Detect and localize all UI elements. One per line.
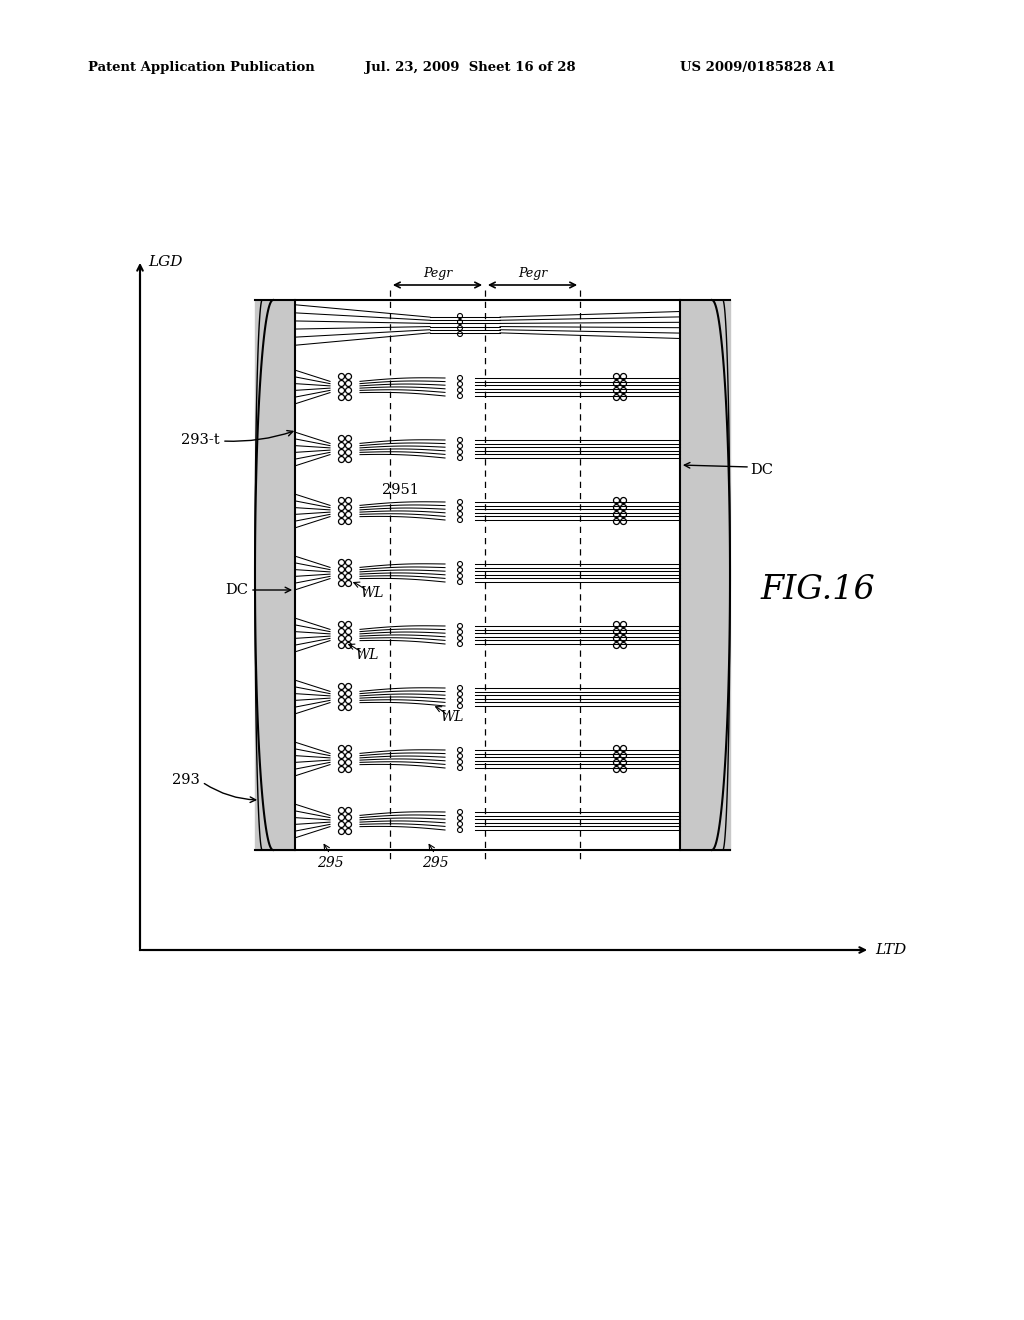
- Text: Pegr: Pegr: [518, 267, 547, 280]
- Text: 2951: 2951: [382, 483, 419, 498]
- Text: WL: WL: [360, 586, 384, 601]
- Text: DC: DC: [750, 463, 773, 477]
- Text: 293-t: 293-t: [181, 433, 220, 447]
- Text: 295: 295: [422, 855, 449, 870]
- Text: WL: WL: [440, 710, 464, 723]
- Text: LGD: LGD: [148, 255, 182, 269]
- Text: LTD: LTD: [874, 942, 906, 957]
- Text: 293: 293: [172, 774, 200, 787]
- Text: WL: WL: [355, 648, 379, 663]
- Text: Jul. 23, 2009  Sheet 16 of 28: Jul. 23, 2009 Sheet 16 of 28: [365, 62, 575, 74]
- Bar: [295, 300, 680, 850]
- Text: FIG.16: FIG.16: [760, 574, 874, 606]
- Text: 295: 295: [316, 855, 343, 870]
- Text: Pegr: Pegr: [423, 267, 453, 280]
- Text: US 2009/0185828 A1: US 2009/0185828 A1: [680, 62, 836, 74]
- Text: DC: DC: [225, 583, 248, 597]
- Text: Patent Application Publication: Patent Application Publication: [88, 62, 314, 74]
